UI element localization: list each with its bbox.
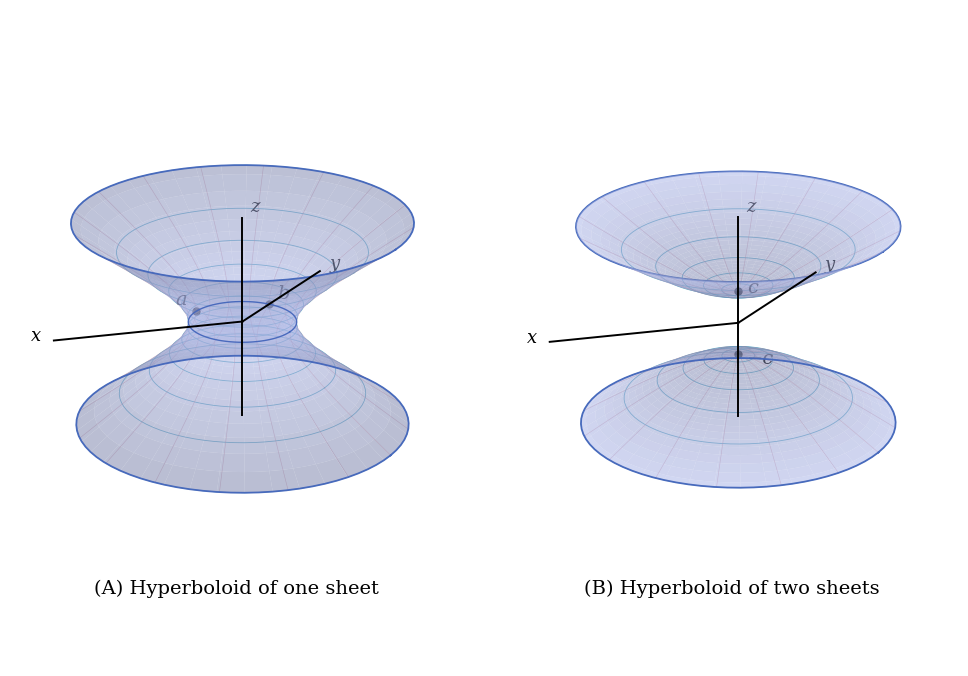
- Text: (B) Hyperboloid of two sheets: (B) Hyperboloid of two sheets: [584, 579, 880, 598]
- Text: (A) Hyperboloid of one sheet: (A) Hyperboloid of one sheet: [94, 579, 378, 598]
